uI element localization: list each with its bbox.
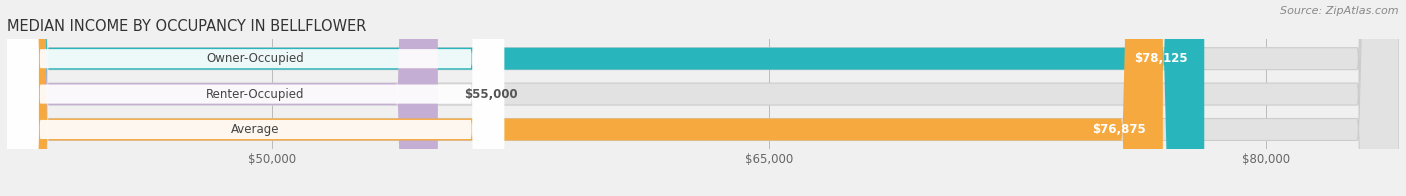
Text: MEDIAN INCOME BY OCCUPANCY IN BELLFLOWER: MEDIAN INCOME BY OCCUPANCY IN BELLFLOWER bbox=[7, 19, 367, 34]
FancyBboxPatch shape bbox=[7, 0, 505, 196]
Text: Average: Average bbox=[232, 123, 280, 136]
FancyBboxPatch shape bbox=[7, 0, 505, 196]
FancyBboxPatch shape bbox=[7, 0, 1399, 196]
Text: $55,000: $55,000 bbox=[464, 88, 517, 101]
Text: $76,875: $76,875 bbox=[1092, 123, 1146, 136]
FancyBboxPatch shape bbox=[7, 0, 1163, 196]
FancyBboxPatch shape bbox=[7, 0, 437, 196]
Text: Source: ZipAtlas.com: Source: ZipAtlas.com bbox=[1281, 6, 1399, 16]
FancyBboxPatch shape bbox=[7, 0, 505, 196]
FancyBboxPatch shape bbox=[7, 0, 1399, 196]
FancyBboxPatch shape bbox=[7, 0, 1205, 196]
Text: Owner-Occupied: Owner-Occupied bbox=[207, 52, 305, 65]
Text: Renter-Occupied: Renter-Occupied bbox=[207, 88, 305, 101]
Text: $78,125: $78,125 bbox=[1135, 52, 1188, 65]
FancyBboxPatch shape bbox=[7, 0, 1399, 196]
